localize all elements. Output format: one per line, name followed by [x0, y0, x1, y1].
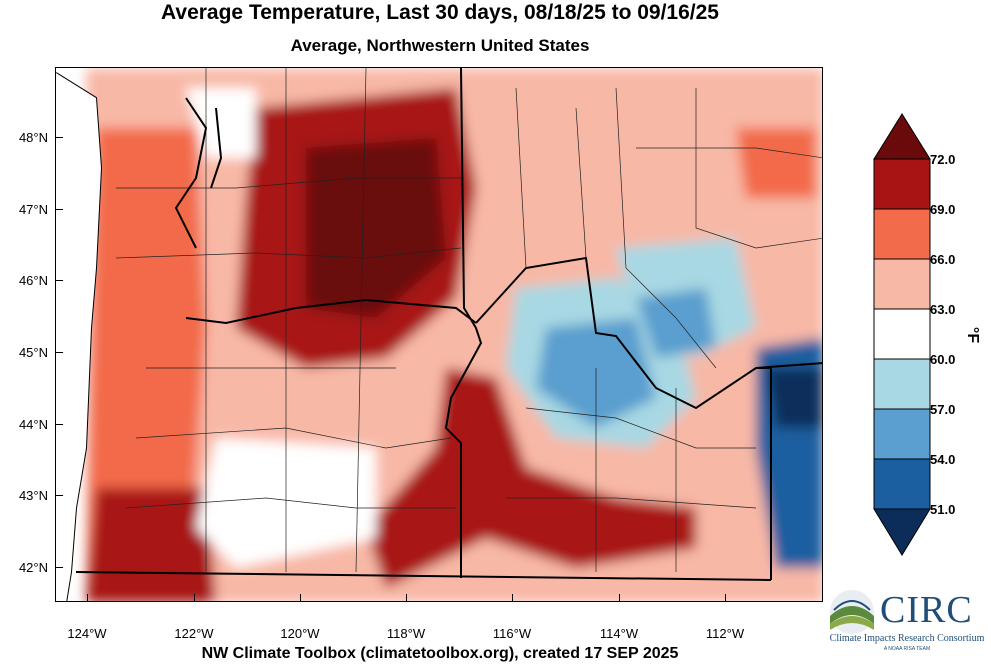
lon-label-112: 112°W	[705, 626, 745, 641]
legend-value: 63.0	[930, 302, 956, 317]
lat-tick	[55, 280, 63, 281]
temperature-map-canvas	[56, 68, 822, 601]
lon-tick	[725, 594, 726, 602]
lon-tick	[512, 594, 513, 602]
lat-label-45: 45°N	[18, 345, 48, 360]
legend-value: 69.0	[930, 202, 956, 217]
logo-text-tagline: A NOAA RISA TEAM	[883, 646, 931, 652]
lat-label-47: 47°N	[18, 202, 48, 217]
lat-label-48: 48°N	[18, 130, 48, 145]
lon-tick	[406, 594, 407, 602]
lat-label-43: 43°N	[18, 488, 48, 503]
lon-label-118: 118°W	[386, 626, 426, 641]
legend-band	[873, 408, 931, 460]
lon-label-116: 116°W	[492, 626, 532, 641]
legend-band	[873, 358, 931, 410]
lon-tick	[300, 594, 301, 602]
logo-text-circ: CIRC	[880, 589, 973, 631]
lon-label-122: 122°W	[174, 626, 214, 641]
legend-top-triangle	[873, 113, 931, 160]
map-subtitle: Average, Northwestern United States	[290, 36, 590, 55]
lat-tick	[55, 352, 63, 353]
lon-tick	[87, 594, 88, 602]
legend-colorbar	[873, 113, 931, 556]
lon-tick	[619, 594, 620, 602]
lon-label-114: 114°W	[599, 626, 639, 641]
lon-label-120: 120°W	[280, 626, 320, 641]
map-footer: NW Climate Toolbox (climatetoolbox.org),…	[201, 645, 679, 662]
legend-value: 57.0	[930, 402, 956, 417]
legend-band	[873, 308, 931, 360]
legend-band	[873, 158, 931, 210]
lat-label-46: 46°N	[18, 273, 48, 288]
lon-tick	[194, 594, 195, 602]
legend-value: 51.0	[930, 502, 956, 517]
legend-value: 60.0	[930, 352, 956, 367]
lat-tick	[55, 424, 63, 425]
lon-label-124: 124°W	[67, 626, 107, 641]
legend-value: 66.0	[930, 252, 956, 267]
legend-band	[873, 258, 931, 310]
lat-label-42: 42°N	[18, 560, 48, 575]
map-title: Average Temperature, Last 30 days, 08/18…	[161, 1, 719, 24]
legend-value: 72.0	[930, 152, 956, 167]
lat-tick	[55, 209, 63, 210]
legend-band	[873, 208, 931, 260]
lat-tick	[55, 137, 63, 138]
lat-tick	[55, 567, 63, 568]
circ-logo	[830, 590, 874, 634]
lat-tick	[55, 495, 63, 496]
county-boundaries	[115, 68, 822, 573]
temperature-map	[55, 67, 823, 602]
logo-text-full-name: Climate Impacts Research Consortium	[829, 633, 985, 644]
legend-band	[873, 458, 931, 510]
state-boundaries	[75, 68, 822, 581]
legend-bottom-triangle	[873, 508, 931, 556]
lat-label-44: 44°N	[18, 417, 48, 432]
legend-unit: °F	[964, 326, 982, 344]
legend-value: 54.0	[930, 452, 956, 467]
